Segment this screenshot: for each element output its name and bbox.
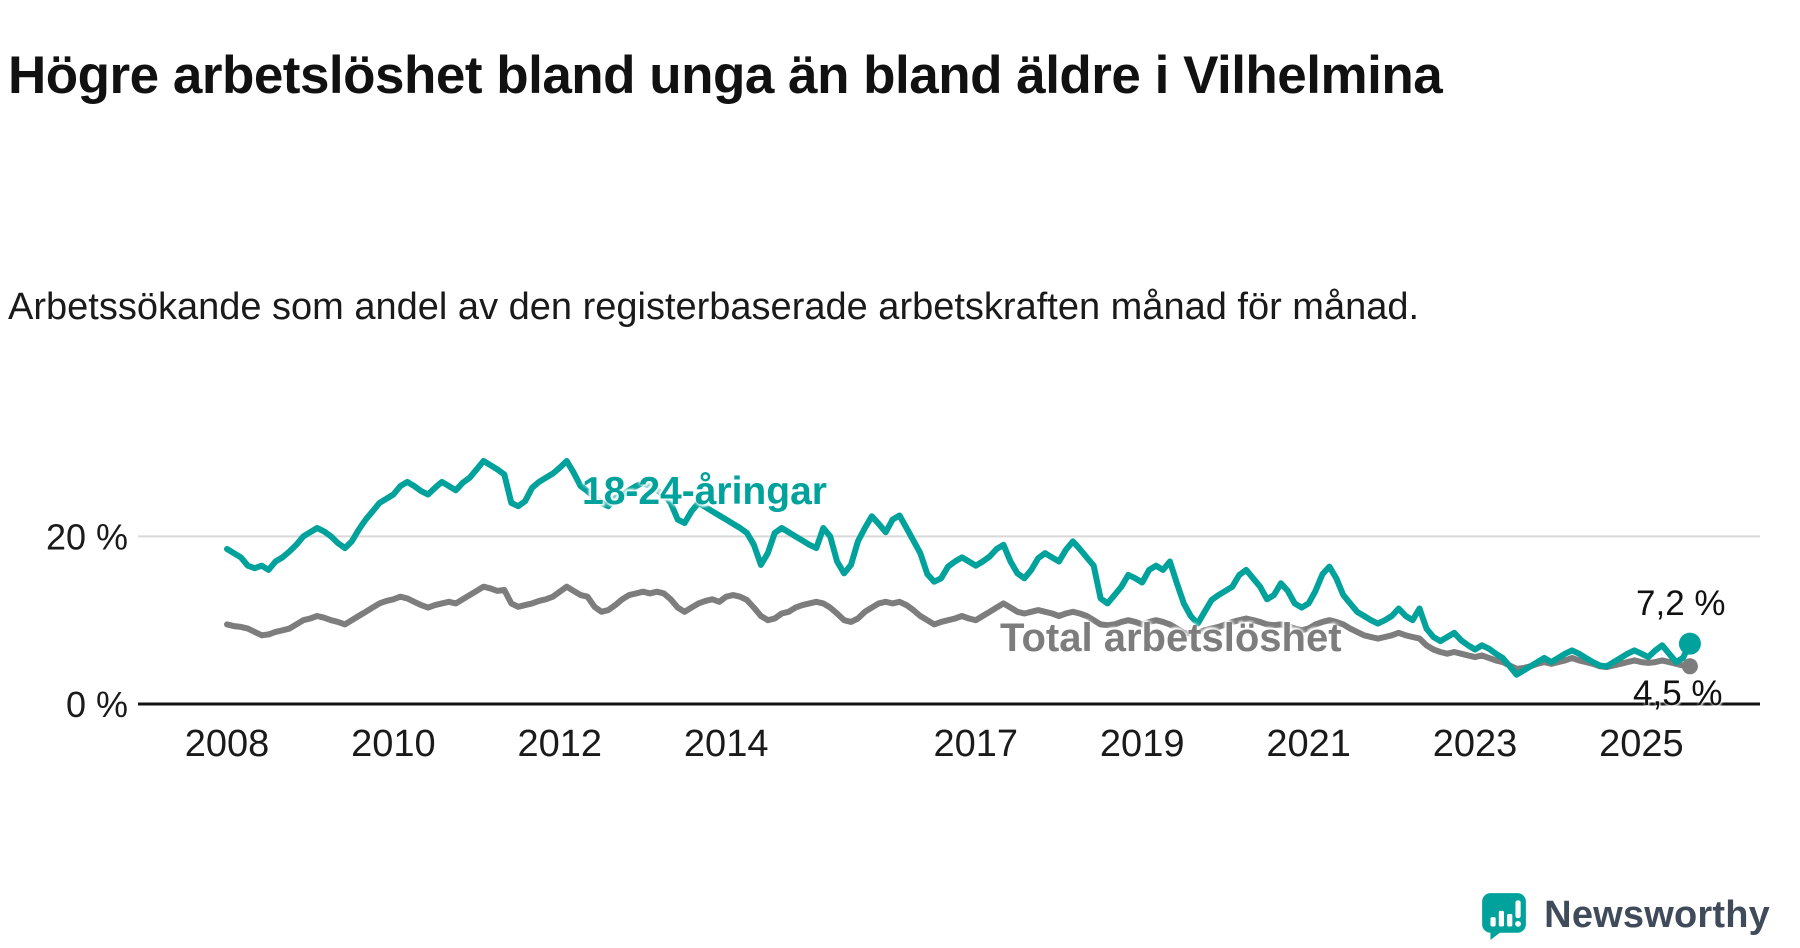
x-tick-label: 2008 [185, 723, 270, 765]
x-tick-label: 2019 [1100, 723, 1185, 765]
x-tick-label: 2017 [934, 723, 1019, 765]
series-label-youth: 18-24-åringar [582, 470, 827, 513]
x-tick-label: 2025 [1599, 723, 1684, 765]
newsworthy-logo-icon [1482, 893, 1527, 940]
line-18-24-åringar [224, 458, 1693, 678]
chart-subtitle: Arbetssökande som andel av den registerb… [8, 286, 1420, 328]
newsworthy-brand: Newsworthy [1479, 890, 1770, 940]
x-tick-label: 2012 [518, 723, 603, 765]
chart-title: Högre arbetslöshet bland unga än bland ä… [8, 45, 1443, 105]
y-tick-label: 0 % [66, 684, 128, 725]
end-value-label-total: 4,5 % [1633, 674, 1723, 713]
y-tick-label: 20 % [46, 516, 128, 557]
x-tick-label: 2021 [1266, 723, 1351, 765]
x-tick-label: 2010 [351, 723, 436, 765]
endpoint-dot [1678, 632, 1701, 655]
end-value-label-youth: 7,2 % [1636, 584, 1726, 623]
x-tick-label: 2023 [1433, 723, 1518, 765]
line-total-arbetslöshet [224, 583, 1693, 672]
newsworthy-brand-text: Newsworthy [1544, 893, 1770, 936]
x-tick-label: 2014 [684, 723, 769, 765]
endpoint-dot [1681, 658, 1698, 675]
series-label-total: Total arbetslöshet [1000, 616, 1342, 660]
